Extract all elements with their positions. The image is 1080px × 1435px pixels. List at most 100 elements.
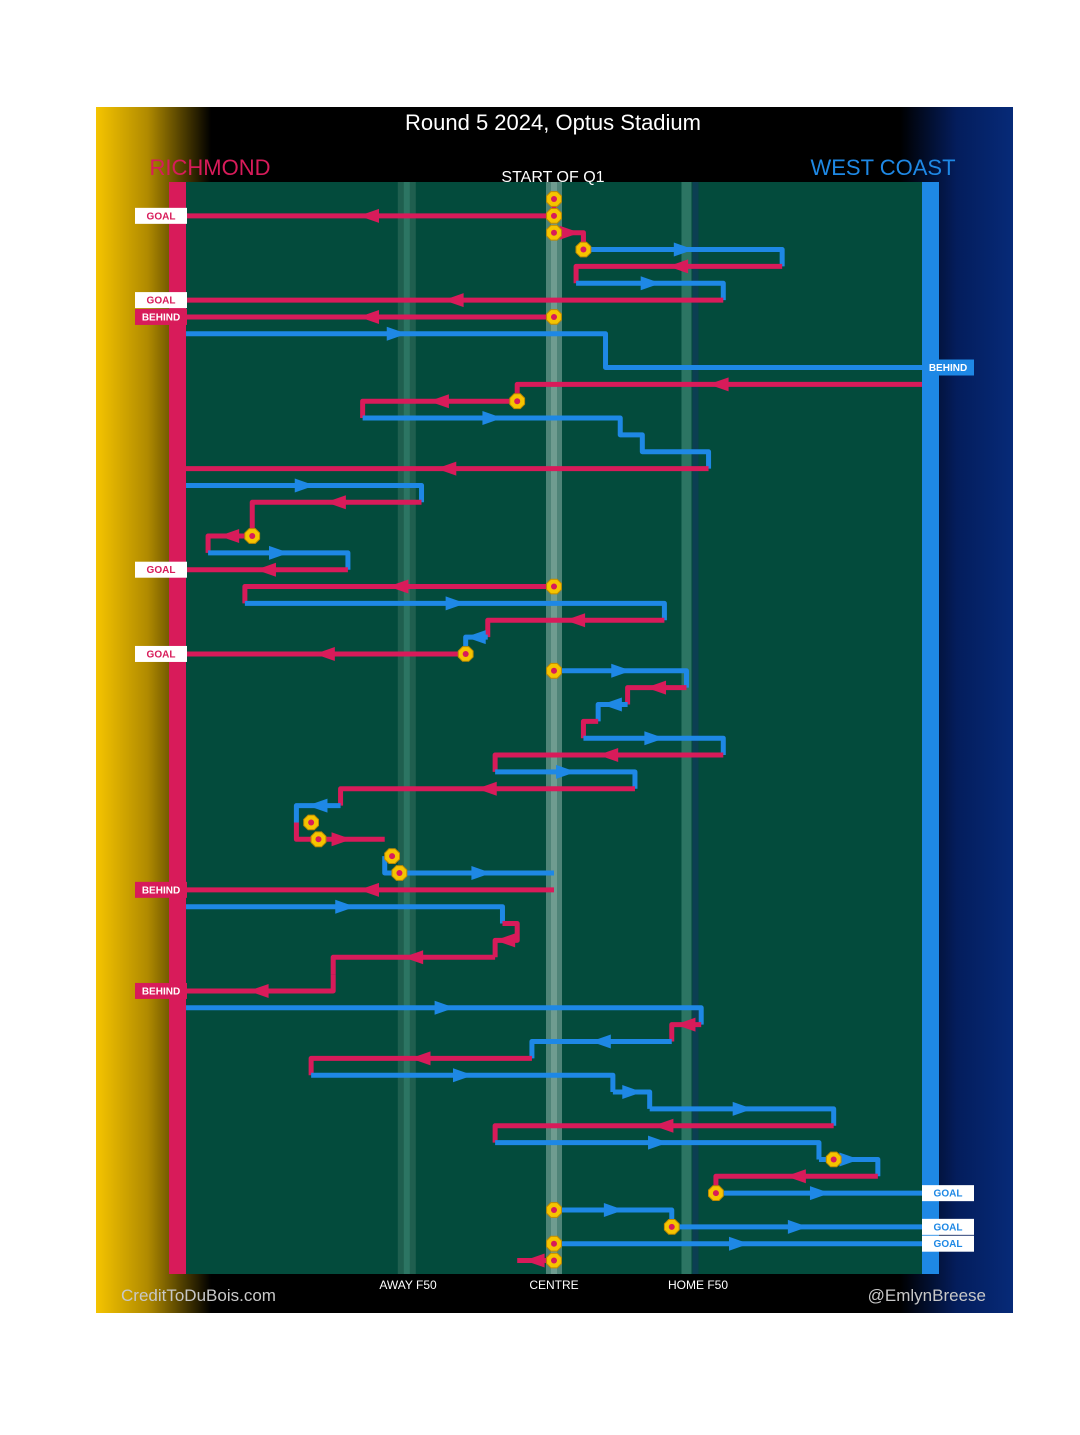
- west-coast-goal-badge-52: GOAL: [922, 1235, 974, 1252]
- stoppage-marker-1: [546, 208, 562, 224]
- svg-text:GOAL: GOAL: [147, 649, 176, 660]
- direction-arrow-39: [675, 1017, 696, 1032]
- chain-west-coast-12: [186, 482, 425, 503]
- direction-arrow-31: [331, 832, 352, 847]
- chain-west-coast-42: [311, 1072, 616, 1093]
- direction-arrow-7: [386, 326, 407, 341]
- chain-west-coast-2: [583, 247, 785, 267]
- direction-arrow-41: [410, 1051, 431, 1066]
- chain-richmond-3: [573, 263, 783, 284]
- svg-text:GOAL: GOAL: [934, 1222, 963, 1233]
- chain-richmond-17: [242, 584, 554, 604]
- direction-arrow-34: [335, 899, 356, 914]
- chain-richmond-36: [330, 954, 496, 975]
- svg-text:GOAL: GOAL: [934, 1189, 963, 1200]
- richmond-behind-badge-6: BEHIND: [135, 308, 187, 325]
- stoppage-marker-0: [546, 191, 562, 207]
- direction-arrow-52: [729, 1236, 749, 1251]
- centre-line: [551, 182, 557, 1274]
- direction-arrow-5: [443, 293, 464, 308]
- direction-arrow-36: [403, 950, 424, 965]
- west-coast-goal-badge-49: GOAL: [922, 1185, 974, 1202]
- richmond-goal-line: [169, 182, 186, 1274]
- chain-west-coast-38: [186, 1005, 704, 1025]
- stoppage-marker-6: [244, 528, 261, 544]
- chain-richmond-9: [360, 398, 518, 419]
- west-coast-goal-badge-51: GOAL: [922, 1218, 974, 1235]
- direction-arrow-26: [644, 731, 665, 746]
- stoppage-marker-2: [546, 224, 562, 241]
- home-f50-shadow: [692, 182, 699, 1274]
- direction-arrow-17: [388, 579, 409, 594]
- direction-arrow-38: [434, 1000, 455, 1015]
- direction-arrow-35: [495, 933, 516, 948]
- chain-richmond-41: [308, 1055, 532, 1076]
- possession-chains: [186, 199, 922, 1268]
- x-axis-label-centre: CENTRE: [529, 1278, 578, 1292]
- direction-arrow-47: [839, 1152, 860, 1167]
- chain-west-coast-26: [583, 735, 726, 756]
- direction-arrow-28: [556, 764, 577, 779]
- direction-arrow-50: [603, 1203, 624, 1217]
- svg-text:BEHIND: BEHIND: [142, 986, 180, 997]
- direction-arrow-22: [611, 663, 632, 678]
- direction-arrow-14: [219, 529, 240, 543]
- credit-right: @EmlynBreese: [868, 1286, 986, 1305]
- chain-west-coast-44: [649, 1106, 837, 1126]
- team-label-richmond: RICHMOND: [150, 155, 271, 180]
- svg-text:BEHIND: BEHIND: [142, 312, 180, 323]
- direction-arrow-1: [559, 225, 580, 240]
- richmond-behind-badge-33: BEHIND: [135, 881, 187, 898]
- credit-left: CreditToDuBois.com: [121, 1286, 276, 1305]
- chain-richmond-35: [492, 921, 520, 958]
- direction-arrow-3: [668, 259, 689, 274]
- richmond-goal-badge-21: GOAL: [135, 645, 187, 662]
- direction-arrow-30: [307, 798, 328, 813]
- direction-arrow-49: [809, 1186, 830, 1201]
- direction-arrow-29: [476, 781, 497, 796]
- chain-richmond-23: [625, 685, 687, 705]
- direction-arrow-23: [646, 680, 667, 695]
- chain-west-coast-18: [244, 600, 667, 621]
- direction-arrow-15: [269, 545, 289, 560]
- direction-arrow-44: [732, 1101, 753, 1116]
- direction-arrow-12: [294, 478, 315, 493]
- team-label-west-coast: WEST COAST: [810, 155, 955, 180]
- chain-west-coast-40: [529, 1039, 672, 1059]
- chain-west-coast-34: [186, 904, 505, 924]
- field-marks: [397, 182, 699, 1274]
- direction-arrow-20: [465, 630, 486, 645]
- stoppage-markers: [244, 191, 842, 1269]
- chain-richmond-25: [580, 718, 599, 739]
- direction-arrow-0: [359, 208, 379, 223]
- stoppage-marker-5: [509, 393, 526, 410]
- svg-text:GOAL: GOAL: [147, 565, 176, 576]
- chain-richmond-31: [293, 822, 385, 842]
- direction-arrow-32: [471, 866, 492, 880]
- chart-title: Round 5 2024, Optus Stadium: [405, 110, 701, 135]
- direction-arrow-33: [359, 882, 379, 897]
- stoppage-marker-12: [384, 848, 400, 864]
- chain-west-coast-4: [576, 280, 726, 301]
- direction-arrow-6: [359, 309, 379, 324]
- direction-arrow-51: [787, 1219, 808, 1234]
- chain-west-coast-15: [208, 550, 351, 570]
- direction-arrow-27: [598, 748, 619, 763]
- chain-west-coast-28: [495, 769, 638, 789]
- direction-arrow-16: [255, 562, 276, 577]
- direction-arrow-8: [708, 377, 729, 392]
- direction-arrow-40: [590, 1034, 611, 1049]
- direction-arrow-19: [565, 613, 586, 628]
- stoppage-marker-13: [391, 865, 408, 881]
- direction-arrow-42: [453, 1068, 473, 1083]
- stoppage-marker-11: [310, 831, 327, 848]
- stoppage-marker-3: [575, 241, 592, 258]
- direction-arrow-53: [524, 1253, 545, 1268]
- direction-arrow-43: [622, 1085, 643, 1100]
- stoppage-marker-15: [708, 1185, 724, 1201]
- stoppage-marker-16: [546, 1202, 562, 1218]
- chain-west-coast-46: [495, 1140, 822, 1160]
- richmond-goal-badge-16: GOAL: [135, 561, 187, 578]
- svg-text:GOAL: GOAL: [147, 296, 176, 307]
